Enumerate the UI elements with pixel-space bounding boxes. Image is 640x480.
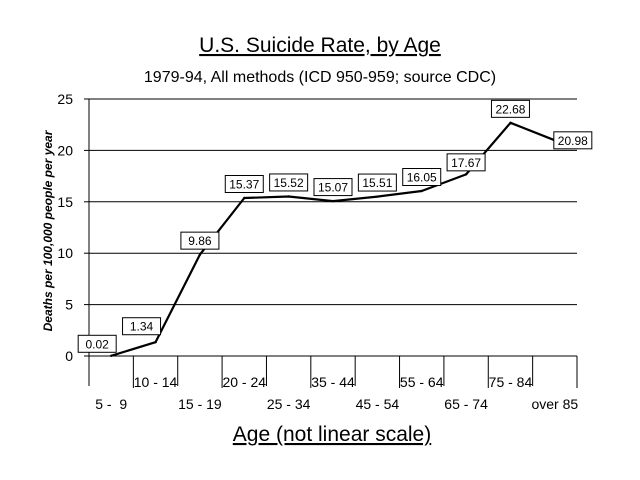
x-tick-label-0: 5 - 9 [95, 396, 127, 412]
data-label-10: 20.98 [553, 131, 593, 150]
data-point-7 [420, 189, 423, 193]
data-label-7: 16.05 [402, 168, 442, 187]
data-label-box-2 [180, 231, 220, 250]
data-point-4 [287, 195, 290, 198]
data-point-2 [198, 253, 202, 256]
data-point-8 [464, 173, 468, 176]
y-tick-label-25: 25 [57, 91, 73, 107]
x-tick-label-7: 55 - 64 [400, 374, 444, 390]
data-point-1 [154, 341, 157, 344]
x-tick-label-6: 45 - 54 [356, 396, 400, 412]
data-label-box-3 [224, 174, 264, 193]
data-label-text-6: 15.51 [362, 176, 392, 190]
axes [84, 98, 578, 388]
x-tick-label-10: over 85 [531, 396, 578, 412]
data-label-box-9 [490, 99, 530, 118]
y-tick-label-10: 10 [57, 245, 73, 261]
x-tick-label-1: 10 - 14 [134, 374, 178, 390]
data-label-text-7: 16.05 [407, 171, 437, 185]
data-label-6: 15.51 [357, 173, 397, 192]
data-label-text-3: 15.37 [229, 177, 259, 191]
data-label-box-7 [402, 168, 442, 187]
y-tick-labels: 0 5 10 15 20 25 [57, 91, 73, 364]
data-labels: 0.02 1.34 9.86 15.37 15.52 15.07 15.51 16.05 17.… [77, 99, 593, 353]
data-label-box-5 [313, 178, 353, 197]
data-label-box-8 [446, 153, 486, 172]
data-label-box-1 [122, 317, 162, 336]
data-label-9: 22.68 [490, 99, 530, 118]
y-tick-label-5: 5 [65, 297, 73, 313]
data-label-box-6 [357, 173, 397, 192]
data-label-text-1: 1.34 [130, 320, 154, 334]
x-axis-label: Age (not linear scale) [233, 423, 431, 446]
data-label-text-4: 15.52 [274, 176, 304, 190]
data-label-text-8: 17.67 [451, 156, 481, 170]
x-tick-label-3: 20 - 24 [222, 374, 266, 390]
data-label-box-0 [77, 334, 117, 353]
y-tick-label-20: 20 [57, 142, 73, 158]
data-label-text-5: 15.07 [318, 181, 348, 195]
data-point-9 [509, 121, 512, 125]
data-label-box-4 [269, 173, 309, 192]
y-tick-label-0: 0 [65, 348, 73, 364]
data-label-5: 15.07 [313, 178, 353, 197]
data-label-3: 15.37 [224, 174, 264, 193]
data-point-5 [331, 199, 335, 203]
x-tick-label-5: 35 - 44 [311, 374, 355, 390]
data-point-0 [109, 354, 113, 357]
data-label-text-9: 22.68 [495, 102, 525, 116]
data-label-text-0: 0.02 [86, 337, 110, 351]
data-label-0: 0.02 [77, 334, 117, 353]
chart-subtitle: 1979-94, All methods (ICD 950-959; sourc… [144, 69, 496, 86]
data-label-text-10: 20.98 [558, 134, 588, 148]
x-tick-label-9: 75 - 84 [489, 374, 533, 390]
y-axis-label: Deaths per 100,000 people per year [41, 129, 55, 331]
x-tick-label-8: 65 - 74 [444, 396, 488, 412]
data-label-box-10 [553, 131, 593, 150]
data-label-8: 17.67 [446, 153, 486, 172]
chart-title: U.S. Suicide Rate, by Age [199, 34, 441, 57]
data-label-text-2: 9.86 [188, 234, 212, 248]
data-label-1: 1.34 [122, 317, 162, 336]
series-line [110, 121, 556, 357]
data-label-2: 9.86 [180, 231, 220, 250]
data-label-4: 15.52 [269, 173, 309, 192]
y-tick-label-15: 15 [57, 194, 73, 210]
data-point-6 [376, 195, 379, 198]
x-tick-label-2: 15 - 19 [178, 396, 222, 412]
data-series [109, 121, 557, 357]
data-point-3 [243, 196, 246, 200]
x-tick-label-4: 25 - 34 [267, 396, 311, 412]
